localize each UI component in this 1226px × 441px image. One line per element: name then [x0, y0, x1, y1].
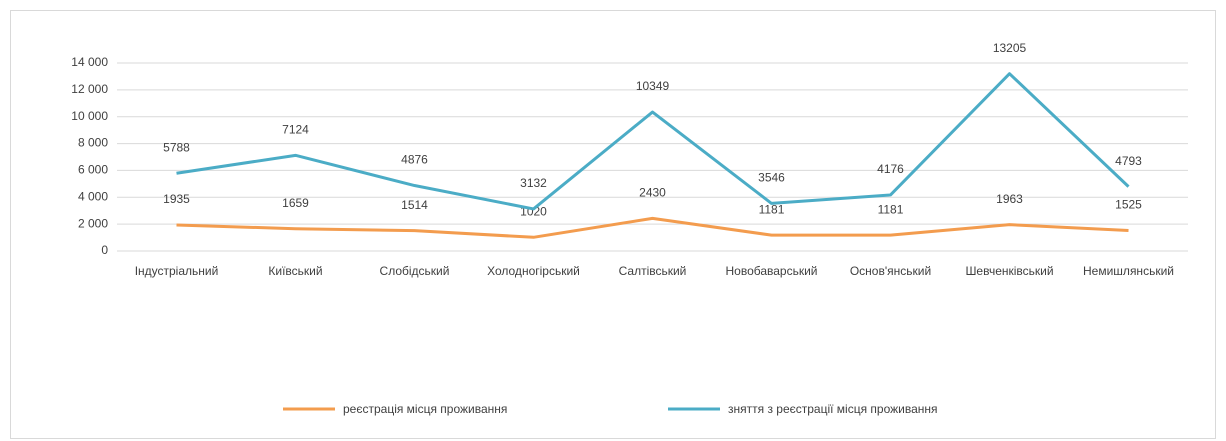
legend-label: реєстрація місця проживання: [343, 402, 507, 416]
data-label: 4793: [1115, 154, 1142, 168]
data-label: 1935: [163, 192, 190, 206]
data-label: 1514: [401, 198, 428, 212]
x-tick-label: Основ'янський: [850, 264, 931, 278]
data-label: 1525: [1115, 198, 1142, 212]
y-tick-label: 4 000: [78, 189, 108, 203]
y-tick-label: 6 000: [78, 163, 108, 177]
x-tick-label: Салтівський: [619, 264, 687, 278]
data-label: 1181: [878, 202, 904, 216]
y-tick-label: 12 000: [71, 82, 108, 96]
data-label: 4876: [401, 153, 428, 167]
data-label: 3546: [758, 171, 785, 185]
legend-label: зняття з реєстрації місця проживання: [728, 402, 938, 416]
x-tick-label: Слобідський: [380, 264, 450, 278]
x-tick-label: Новобаварський: [725, 264, 817, 278]
y-tick-label: 10 000: [71, 109, 108, 123]
y-tick-label: 14 000: [71, 55, 108, 69]
data-label: 4176: [877, 162, 904, 176]
data-label: 1659: [282, 196, 309, 210]
x-tick-label: Немишлянський: [1083, 264, 1174, 278]
y-tick-label: 2 000: [78, 216, 108, 230]
data-label: 1963: [996, 192, 1023, 206]
data-label: 7124: [282, 123, 309, 137]
data-label: 5788: [163, 140, 190, 154]
y-tick-label: 8 000: [78, 136, 108, 150]
y-tick-label: 0: [101, 243, 108, 257]
x-tick-label: Індустріальний: [135, 264, 219, 278]
data-label: 3132: [520, 176, 547, 190]
x-tick-label: Шевченківський: [965, 264, 1053, 278]
data-label: 1181: [759, 202, 785, 216]
series-line: [176, 216, 1129, 239]
series-line: [176, 72, 1130, 211]
x-tick-label: Київський: [268, 264, 322, 278]
x-tick-label: Холодногірський: [487, 264, 580, 278]
data-label: 10349: [636, 79, 670, 93]
data-label: 13205: [993, 41, 1027, 55]
data-label: 2430: [639, 186, 666, 200]
